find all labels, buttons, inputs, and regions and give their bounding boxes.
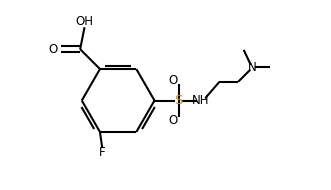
Text: O: O: [168, 114, 178, 127]
Text: S: S: [174, 94, 183, 107]
Text: F: F: [99, 146, 106, 159]
Text: O: O: [49, 43, 58, 56]
Text: N: N: [248, 61, 257, 74]
Text: OH: OH: [75, 15, 94, 28]
Text: O: O: [168, 74, 178, 87]
Text: NH: NH: [192, 94, 210, 107]
